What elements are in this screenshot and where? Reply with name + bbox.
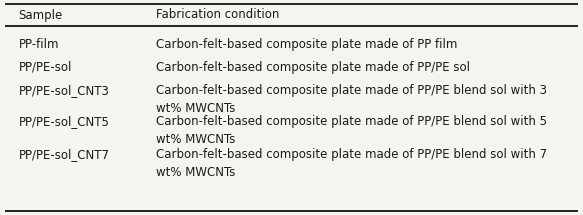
Text: PP/PE-sol_CNT7: PP/PE-sol_CNT7 — [19, 148, 110, 161]
Text: Sample: Sample — [19, 9, 63, 22]
Text: PP/PE-sol: PP/PE-sol — [19, 61, 72, 74]
Text: Carbon-felt-based composite plate made of PP/PE blend sol with 7
wt% MWCNTs: Carbon-felt-based composite plate made o… — [156, 148, 547, 179]
Text: Fabrication condition: Fabrication condition — [156, 9, 280, 22]
Text: Carbon-felt-based composite plate made of PP/PE blend sol with 5
wt% MWCNTs: Carbon-felt-based composite plate made o… — [156, 115, 547, 146]
Text: PP-film: PP-film — [19, 38, 59, 51]
Text: Carbon-felt-based composite plate made of PP/PE blend sol with 3
wt% MWCNTs: Carbon-felt-based composite plate made o… — [156, 84, 547, 115]
Text: Carbon-felt-based composite plate made of PP/PE sol: Carbon-felt-based composite plate made o… — [156, 61, 470, 74]
Text: PP/PE-sol_CNT5: PP/PE-sol_CNT5 — [19, 115, 110, 128]
Text: Carbon-felt-based composite plate made of PP film: Carbon-felt-based composite plate made o… — [156, 38, 458, 51]
Text: PP/PE-sol_CNT3: PP/PE-sol_CNT3 — [19, 84, 110, 97]
